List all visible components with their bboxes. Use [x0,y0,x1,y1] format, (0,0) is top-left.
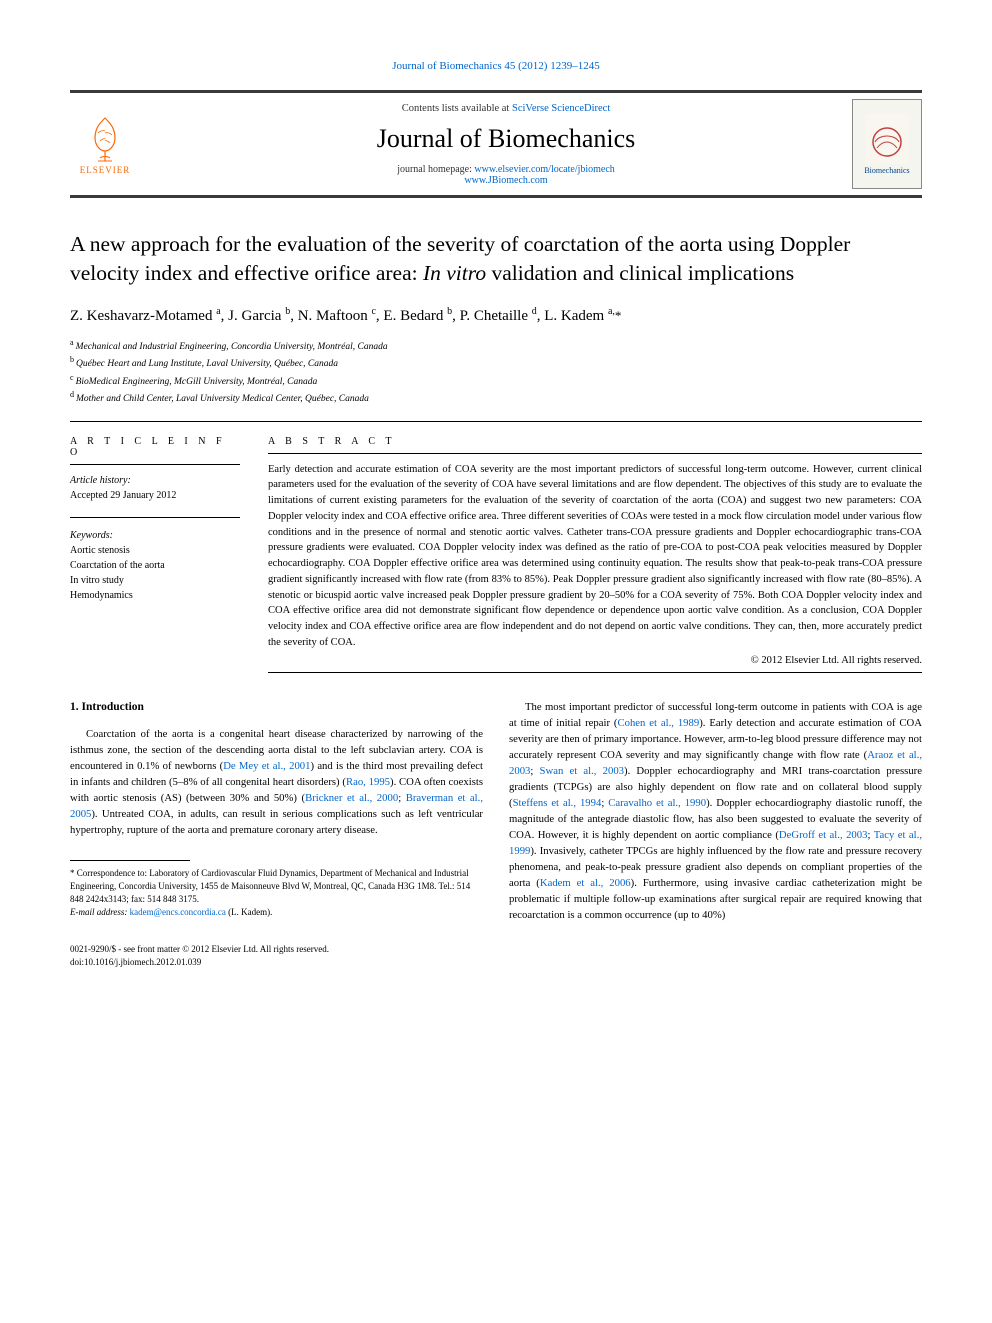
homepage-link-1[interactable]: www.elsevier.com/locate/jbiomech [474,164,614,175]
aff-text: Mother and Child Center, Laval Universit… [76,394,369,404]
keyword-3: In vitro study [70,575,124,586]
affiliation-c: cBioMedical Engineering, McGill Universi… [70,372,922,389]
affiliation-a: aMechanical and Industrial Engineering, … [70,337,922,354]
article-info-column: A R T I C L E I N F O Article history: A… [70,422,260,673]
article-title: A new approach for the evaluation of the… [70,230,922,288]
history-label: Article history: [70,475,131,486]
body-column-left: 1. Introduction Coarctation of the aorta… [70,699,483,924]
title-italic: In vitro [423,261,486,285]
aff-sup: c [70,373,74,382]
homepage-link-2[interactable]: www.JBiomech.com [464,175,547,186]
section-heading-intro: 1. Introduction [70,699,483,716]
footnote-separator [70,860,190,861]
intro-paragraph-2: The most important predictor of successf… [509,699,922,924]
p1-e: ). Untreated COA, in adults, can result … [70,808,483,836]
info-abstract-row: A R T I C L E I N F O Article history: A… [70,421,922,673]
contents-line: Contents lists available at SciVerse Sci… [160,103,852,114]
homepage-line: journal homepage: www.elsevier.com/locat… [160,164,852,186]
email-label: E-mail address: [70,907,130,917]
aff-text: Mechanical and Industrial Engineering, C… [76,342,388,352]
journal-cover-thumbnail[interactable]: Biomechanics [852,99,922,189]
footer-left: 0021-9290/$ - see front matter © 2012 El… [70,943,329,968]
author-list: Z. Keshavarz-Motamed a, J. Garcia b, N. … [70,306,922,325]
info-divider [70,517,240,518]
front-matter-line: 0021-9290/$ - see front matter © 2012 El… [70,944,329,954]
sciencedirect-link[interactable]: SciVerse ScienceDirect [512,103,610,114]
p2-c: ; [530,765,539,777]
cite-demey-2001[interactable]: De Mey et al., 2001 [223,760,310,772]
aff-sup: a [70,338,74,347]
corr-text: Correspondence to: Laboratory of Cardiov… [70,868,470,904]
abstract-copyright: © 2012 Elsevier Ltd. All rights reserved… [268,655,922,666]
cite-swan-2003[interactable]: Swan et al., 2003 [540,765,624,777]
cite-steffens-1994[interactable]: Steffens et al., 1994 [513,797,602,809]
article-info-heading: A R T I C L E I N F O [70,436,240,465]
keyword-4: Hemodynamics [70,590,133,601]
body-column-right: The most important predictor of successf… [509,699,922,924]
email-tail: (L. Kadem). [226,907,272,917]
keywords-label: Keywords: [70,530,113,541]
cite-degroff-2003[interactable]: DeGroff et al., 2003 [779,829,868,841]
aff-text: BioMedical Engineering, McGill Universit… [76,377,318,387]
intro-paragraph-1: Coarctation of the aorta is a congenital… [70,726,483,838]
p1-d: ; [398,792,406,804]
cite-rao-1995[interactable]: Rao, 1995 [346,776,390,788]
cover-label: Biomechanics [864,166,909,175]
cite-kadem-2006[interactable]: Kadem et al., 2006 [540,877,631,889]
abstract-bottom-rule [268,672,922,673]
homepage-prefix: journal homepage: [397,164,474,175]
history-value: Accepted 29 January 2012 [70,490,176,501]
cite-brickner-2000[interactable]: Brickner et al., 2000 [305,792,398,804]
doi-line: doi:10.1016/j.jbiomech.2012.01.039 [70,957,201,967]
journal-header: ELSEVIER Contents lists available at Sci… [70,90,922,198]
elsevier-logo[interactable]: ELSEVIER [70,105,140,183]
asterisk-icon: * [70,868,77,878]
abstract-heading: A B S T R A C T [268,436,922,454]
affiliation-b: bQuébec Heart and Lung Institute, Laval … [70,354,922,371]
contents-prefix: Contents lists available at [402,103,512,114]
keywords-block: Keywords: Aortic stenosis Coarctation of… [70,528,240,603]
keyword-2: Coarctation of the aorta [70,560,165,571]
abstract-text: Early detection and accurate estimation … [268,462,922,651]
aff-sup: b [70,355,74,364]
abstract-column: A B S T R A C T Early detection and accu… [260,422,922,673]
section-number: 1. [70,701,79,713]
correspondence-footnote: * Correspondence to: Laboratory of Cardi… [70,867,483,919]
header-center: Contents lists available at SciVerse Sci… [160,103,852,186]
affiliations: aMechanical and Industrial Engineering, … [70,337,922,407]
cover-art-icon [865,114,909,164]
aff-text: Québec Heart and Lung Institute, Laval U… [76,360,338,370]
article-history: Article history: Accepted 29 January 201… [70,473,240,503]
section-title: Introduction [82,701,144,713]
cite-cohen-1989[interactable]: Cohen et al., 1989 [617,717,699,729]
body-columns: 1. Introduction Coarctation of the aorta… [70,699,922,924]
affiliation-d: dMother and Child Center, Laval Universi… [70,389,922,406]
elsevier-label: ELSEVIER [80,165,131,175]
cite-caravalho-1990[interactable]: Caravalho et al., 1990 [608,797,706,809]
journal-citation[interactable]: Journal of Biomechanics 45 (2012) 1239–1… [70,60,922,72]
title-part-2: validation and clinical implications [486,261,794,285]
page-footer: 0021-9290/$ - see front matter © 2012 El… [70,943,922,968]
keyword-1: Aortic stenosis [70,545,130,556]
aff-sup: d [70,390,74,399]
corr-email-link[interactable]: kadem@encs.concordia.ca [130,907,226,917]
elsevier-tree-icon [80,113,130,163]
journal-name: Journal of Biomechanics [160,124,852,154]
